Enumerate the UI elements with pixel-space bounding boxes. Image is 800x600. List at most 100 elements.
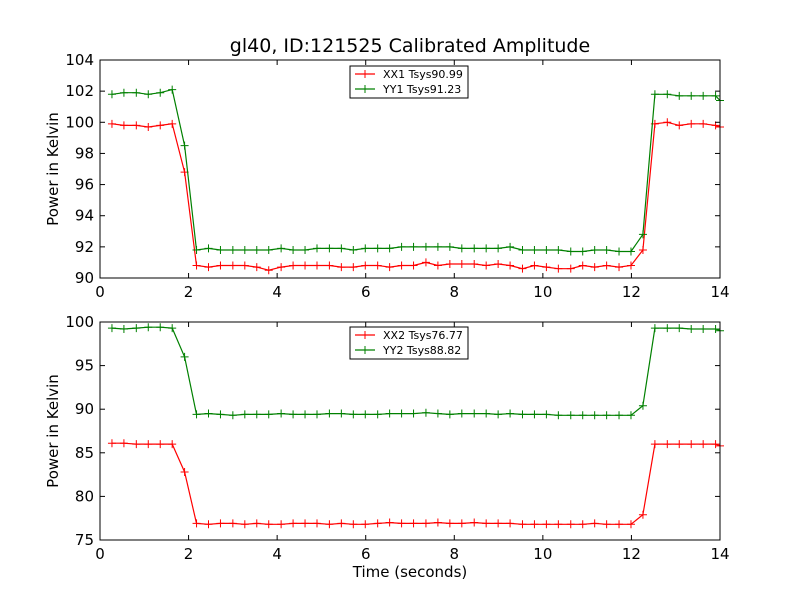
chart-2-series-2-point-20 bbox=[337, 409, 346, 418]
chart-1-series-2-point-48 bbox=[675, 91, 684, 100]
chart-1-series-1-point-48 bbox=[675, 121, 684, 130]
chart-2-series-2-point-16 bbox=[289, 410, 298, 419]
chart-1-series-2-point-34 bbox=[506, 242, 515, 251]
chart-2-series-1-point-9 bbox=[204, 520, 213, 529]
chart-1-series-2-point-13 bbox=[252, 245, 261, 254]
chart-1-legend-2-marker bbox=[361, 85, 369, 93]
chart-2-ytick-label-75: 75 bbox=[75, 531, 94, 549]
chart-1-series-1-point-18 bbox=[313, 261, 321, 270]
chart-1-series-2-point-1 bbox=[107, 90, 116, 99]
chart-1-series-2-point-24 bbox=[385, 244, 394, 253]
chart-2-series-2-point-44 bbox=[626, 411, 635, 420]
chart-2-series-1-point-30 bbox=[457, 519, 466, 528]
chart-2-series-2-point-8 bbox=[192, 410, 201, 419]
chart-1-series-1-point-19 bbox=[325, 261, 334, 270]
chart-1-legend-2-label: YY1 Tsys91.23 bbox=[382, 83, 461, 96]
chart-2-series-1-point-24 bbox=[385, 518, 394, 527]
chart-1-xtick-label-2: 2 bbox=[184, 283, 194, 301]
chart-2-series-1-point-47 bbox=[663, 440, 672, 449]
chart-2-xtick-label-12: 12 bbox=[622, 545, 641, 563]
chart-2-series-2-point-7 bbox=[180, 352, 189, 361]
chart-1-series-1-point-23 bbox=[373, 261, 382, 270]
chart-2-series-1-point-14 bbox=[264, 520, 273, 529]
chart-2-xtick-label-0: 0 bbox=[95, 545, 105, 563]
chart-1-ytick-label-96: 96 bbox=[75, 176, 94, 194]
chart-1-series-2-point-6 bbox=[168, 85, 177, 94]
chart-2-series-1-point-39 bbox=[566, 520, 575, 529]
chart-1-axes-frame bbox=[99, 59, 721, 279]
chart-2-series-2-point-28 bbox=[433, 409, 442, 418]
chart-2-series-2-point-12 bbox=[240, 410, 249, 419]
chart-2-xlabel: Time (seconds) bbox=[352, 563, 468, 581]
chart-1-series-2-point-41 bbox=[590, 245, 599, 254]
chart-1-xtick-label-0: 0 bbox=[95, 283, 105, 301]
chart-2-series-1-point-1 bbox=[107, 439, 116, 448]
chart-1-series-2-point-26 bbox=[409, 242, 418, 251]
chart-1-series-2-point-14 bbox=[264, 245, 273, 254]
chart-2-series-2-point-33 bbox=[494, 410, 503, 419]
chart-2-series-1-point-2 bbox=[119, 439, 128, 448]
chart-1-series-1-line bbox=[111, 121, 721, 271]
chart-1-series-1-point-37 bbox=[542, 263, 551, 272]
chart-2-series-1-point-16 bbox=[289, 519, 298, 528]
chart-2-series-2-point-6 bbox=[168, 324, 177, 333]
chart-2-series-1-point-7 bbox=[180, 467, 189, 476]
chart-1-series-2-point-49 bbox=[687, 91, 696, 100]
chart-1-ylabel: Power in Kelvin bbox=[44, 112, 62, 226]
chart-1-series-2-point-42 bbox=[602, 245, 611, 254]
chart-2-series-1-point-20 bbox=[337, 519, 346, 528]
chart-1-series-1-point-25 bbox=[397, 261, 406, 270]
chart-2-series-2-point-31 bbox=[470, 409, 479, 418]
chart-2-series-1-point-19 bbox=[325, 520, 334, 529]
chart-1-series-2-point-3 bbox=[132, 88, 141, 97]
chart-1-series-2-point-19 bbox=[325, 244, 334, 253]
chart-2-series-1-point-27 bbox=[421, 519, 430, 528]
chart-1-series-2-point-30 bbox=[457, 244, 466, 253]
chart-1-series-1-point-28 bbox=[433, 261, 442, 270]
chart-1-series-2-point-22 bbox=[361, 244, 370, 253]
chart-2-series-2-point-14 bbox=[264, 410, 273, 419]
chart-1-series-1-point-8 bbox=[192, 261, 201, 270]
chart-1-series-2-point-4 bbox=[144, 90, 153, 99]
chart-2-series-2-point-49 bbox=[687, 324, 696, 333]
chart-1-series-1-point-39 bbox=[566, 264, 575, 273]
chart-2-series-1-point-51 bbox=[711, 440, 720, 449]
chart-2-series-1-point-43 bbox=[615, 520, 624, 529]
chart-2-series-2-point-36 bbox=[530, 410, 539, 419]
chart-2-series-1-point-13 bbox=[252, 519, 261, 528]
chart-1-series-2-point-5 bbox=[156, 88, 165, 97]
chart-2-series-1-point-26 bbox=[409, 519, 418, 528]
chart-2-series-1-point-37 bbox=[542, 520, 551, 529]
chart-1-series-2-point-12 bbox=[240, 245, 249, 254]
chart-2-legend-2-marker bbox=[361, 346, 369, 354]
chart-2-xtick-label-4: 4 bbox=[272, 545, 282, 563]
chart-2-series-1-point-48 bbox=[675, 440, 684, 449]
chart-2-series-2-point-11 bbox=[228, 411, 237, 420]
chart-1-series-2-point-18 bbox=[313, 244, 321, 253]
chart-2-series-2-point-45 bbox=[638, 401, 647, 410]
chart-1-xtick-label-8: 8 bbox=[450, 283, 460, 301]
chart-1-series-1-point-45 bbox=[638, 245, 647, 254]
chart-2-series-1-point-44 bbox=[626, 520, 635, 529]
chart-1-series-2-point-36 bbox=[530, 245, 539, 254]
chart-2-ylabel: Power in Kelvin bbox=[44, 374, 62, 488]
chart-1-series-2-point-28 bbox=[433, 242, 442, 251]
chart-1-series-1-point-33 bbox=[494, 259, 503, 268]
chart-1-series-2-point-7 bbox=[180, 141, 189, 150]
chart-1-series-2-point-10 bbox=[216, 245, 225, 254]
chart-2-series-1-point-46 bbox=[650, 440, 659, 449]
chart-1-xtick-label-6: 6 bbox=[361, 283, 371, 301]
chart-2-xtick-label-14: 14 bbox=[710, 545, 729, 563]
chart-2-series-1-line bbox=[112, 442, 721, 525]
chart-1-series-1-point-4 bbox=[144, 122, 153, 131]
chart-1-series-2-point-32 bbox=[482, 244, 491, 253]
chart-1-series-1-point-6 bbox=[168, 119, 177, 128]
chart-2-series-1-point-6 bbox=[168, 440, 177, 449]
chart-2-ytick-label-80: 80 bbox=[75, 487, 94, 505]
chart-2-series-2-point-5 bbox=[156, 323, 165, 332]
chart-2-series-1-point-41 bbox=[590, 519, 599, 528]
chart-2-axes-frame bbox=[99, 321, 721, 541]
chart-1-series-1-point-42 bbox=[602, 261, 611, 270]
chart-2-series-1-point-12 bbox=[240, 520, 249, 529]
